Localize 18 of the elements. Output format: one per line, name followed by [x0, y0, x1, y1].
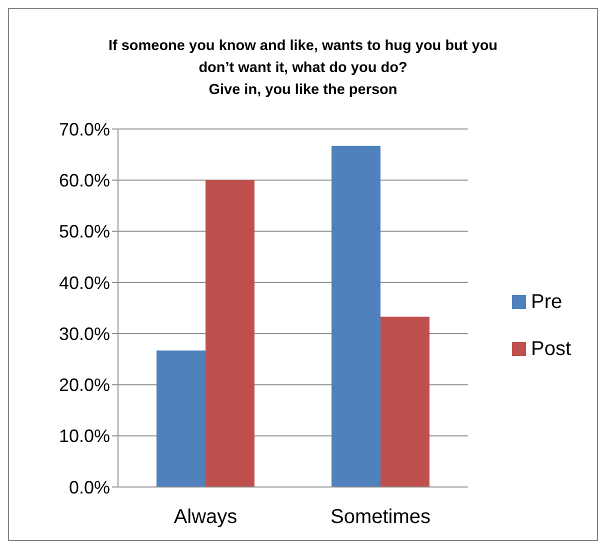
bar	[156, 350, 206, 487]
y-tick-label: 0.0%	[68, 477, 110, 498]
x-tick-label: Always	[174, 506, 238, 528]
y-tick-label: 10.0%	[58, 426, 110, 446]
y-tick-label: 20.0%	[58, 375, 110, 396]
bar	[206, 180, 254, 487]
legend-label: Pre	[531, 290, 562, 314]
y-tick-label: 70.0%	[58, 119, 110, 140]
y-tick-label: 30.0%	[58, 324, 110, 344]
legend-label: Post	[531, 338, 572, 360]
y-tick-label: 40.0%	[58, 272, 110, 293]
x-tick-label: Sometimes	[330, 506, 431, 528]
y-tick-label: 60.0%	[58, 170, 110, 191]
chart-title: If someone you know and like, wants to hug you but you don’t want it, what do you do?	[107, 37, 499, 78]
y-tick-label: 50.0%	[58, 222, 110, 242]
bar	[332, 146, 380, 487]
bar	[380, 316, 430, 487]
chart-subtitle: Give in, you like the person	[208, 81, 398, 100]
